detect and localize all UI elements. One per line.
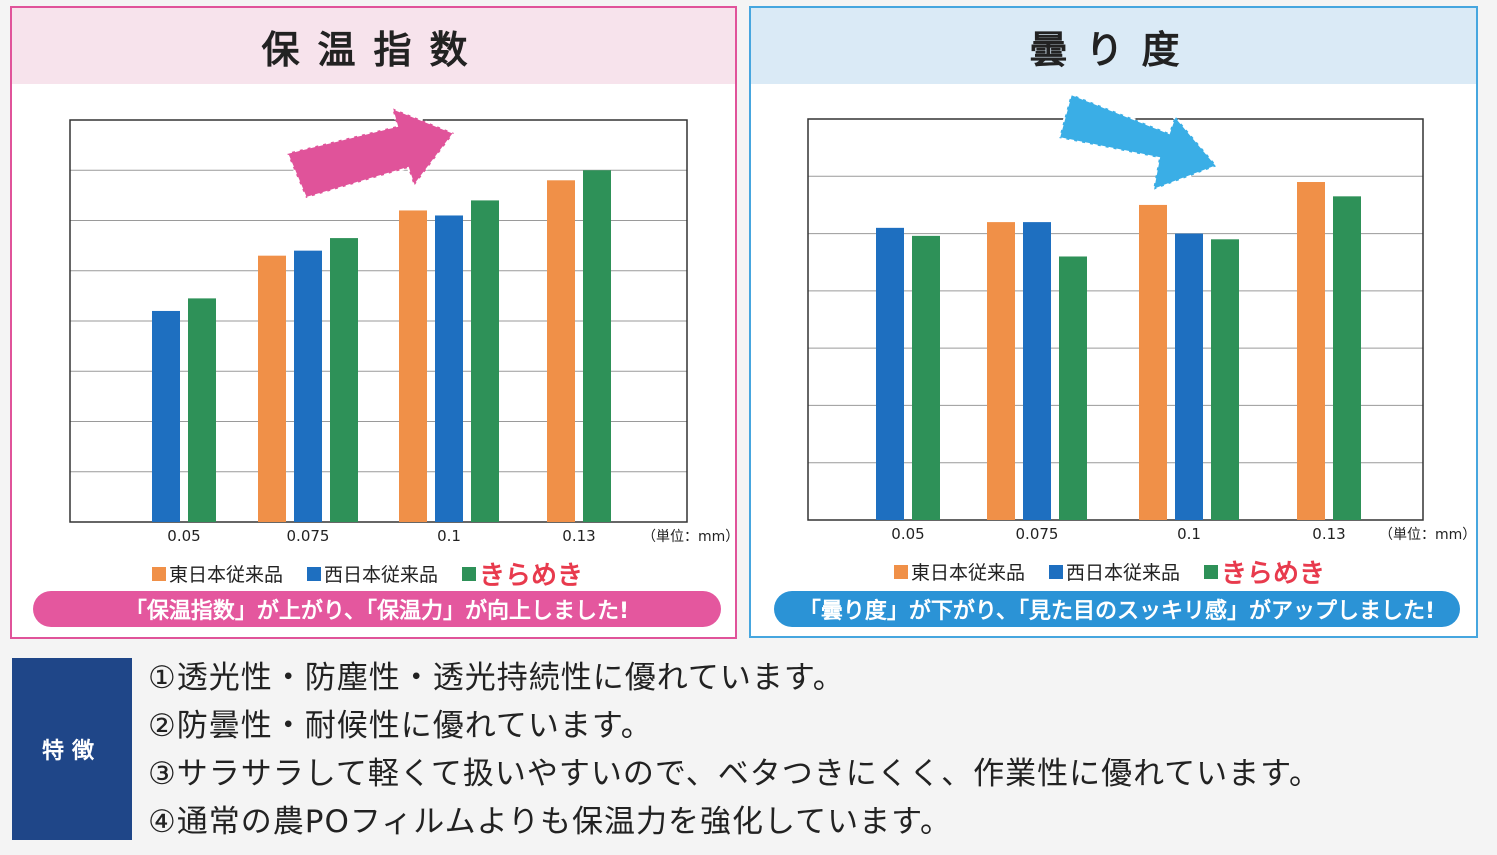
chart-title: 曇り度 <box>751 8 1476 84</box>
bar-west-0.075 <box>1023 222 1051 520</box>
bar-west-0.1 <box>435 215 463 522</box>
legend-swatch-kirameki <box>1204 564 1219 579</box>
bar-kirameki-0.05 <box>188 298 216 522</box>
bar-west-0.075 <box>294 250 322 522</box>
legend-east: 東日本従来品 <box>152 560 283 587</box>
x-tick-label: 0.13 <box>562 527 595 545</box>
legend-swatch-kirameki <box>462 566 477 581</box>
bar-east-0.1 <box>1139 204 1167 520</box>
legend-swatch-west <box>1049 564 1064 579</box>
feature-item: ④通常の農POフィルムよりも保温力を強化しています。 <box>148 804 952 840</box>
feature-item: ②防曇性・耐候性に優れています。 <box>148 708 653 744</box>
fogging-chart: 0.05 0.075 0.1 0.13 <box>807 92 1424 543</box>
legend-west-label: 西日本従来品 <box>1066 562 1181 584</box>
bar-kirameki-0.1 <box>1211 239 1239 521</box>
bar-east-0.13 <box>1297 182 1325 520</box>
bar-east-0.1 <box>399 210 427 522</box>
caption-banner: 「曇り度」が下がり、「見た目のスッキリ感」がアップしました! <box>774 591 1460 627</box>
unit-label: （単位：mm） <box>642 529 740 545</box>
legend-kirameki-label: きらめき <box>1221 559 1326 589</box>
arrow-down-icon <box>1057 92 1219 192</box>
caption-banner: 「保温指数」が上がり、「保温力」が向上しました! <box>33 591 721 627</box>
legend-east-label: 東日本従来品 <box>169 564 284 586</box>
legend-east: 東日本従来品 <box>894 558 1025 585</box>
bar-west-0.05 <box>876 227 904 521</box>
bar-kirameki-0.13 <box>583 170 611 522</box>
legend-swatch-west <box>307 566 322 581</box>
plot-frame <box>69 119 688 523</box>
bar-kirameki-0.05 <box>912 235 940 520</box>
bar-kirameki-0.075 <box>1059 256 1087 520</box>
x-tick-label: 0.05 <box>167 527 200 545</box>
x-tick-label: 0.1 <box>1177 525 1201 543</box>
bar-kirameki-0.075 <box>330 238 358 522</box>
unit-label: （単位：mm） <box>1379 527 1477 543</box>
x-tick-label: 0.1 <box>437 527 461 545</box>
legend-swatch-east <box>152 566 166 581</box>
heat-retention-panel: 保温指数 0.05 0.075 0.1 0.13 （単位：mm） 東日本従来品 西日本… <box>10 6 740 639</box>
feature-item: ①透光性・防塵性・透光持続性に優れています。 <box>148 660 845 696</box>
x-tick-label: 0.075 <box>1016 525 1059 543</box>
arrow-up-icon <box>285 106 456 200</box>
feature-item: ③サラサラして軽くて扱いやすいので、ベタつきにくく、作業性に優れています。 <box>148 756 1322 792</box>
legend-west-label: 西日本従来品 <box>324 564 439 586</box>
chart-title: 保温指数 <box>12 8 735 84</box>
heat-retention-chart: 0.05 0.075 0.1 0.13 <box>69 106 688 545</box>
legend-kirameki: きらめき <box>462 555 583 592</box>
x-tick-label: 0.075 <box>287 527 330 545</box>
fogging-panel: 曇り度 0.05 0.075 0.1 0.13 （単位：mm） 東日本従来品 西日本従… <box>749 6 1478 638</box>
legend-kirameki: きらめき <box>1204 553 1325 590</box>
bar-east-0.13 <box>547 180 575 523</box>
legend: 東日本従来品 西日本従来品 きらめき <box>894 553 1349 590</box>
legend: 東日本従来品 西日本従来品 きらめき <box>152 555 607 592</box>
features-label: 特徴 <box>12 658 132 840</box>
bar-east-0.075 <box>258 255 286 523</box>
bar-kirameki-0.1 <box>471 200 499 522</box>
x-tick-label: 0.13 <box>1312 525 1345 543</box>
bar-west-0.1 <box>1175 233 1203 521</box>
bar-kirameki-0.13 <box>1333 196 1361 521</box>
legend-kirameki-label: きらめき <box>479 561 584 591</box>
legend-west: 西日本従来品 <box>1049 558 1180 585</box>
legend-swatch-east <box>894 564 908 579</box>
legend-east-label: 東日本従来品 <box>911 562 1026 584</box>
bar-east-0.075 <box>987 222 1015 520</box>
features-list: ①透光性・防塵性・透光持続性に優れています。 ②防曇性・耐候性に優れています。 … <box>148 654 1321 846</box>
bar-west-0.05 <box>152 310 180 522</box>
x-tick-label: 0.05 <box>891 525 924 543</box>
legend-west: 西日本従来品 <box>307 560 438 587</box>
